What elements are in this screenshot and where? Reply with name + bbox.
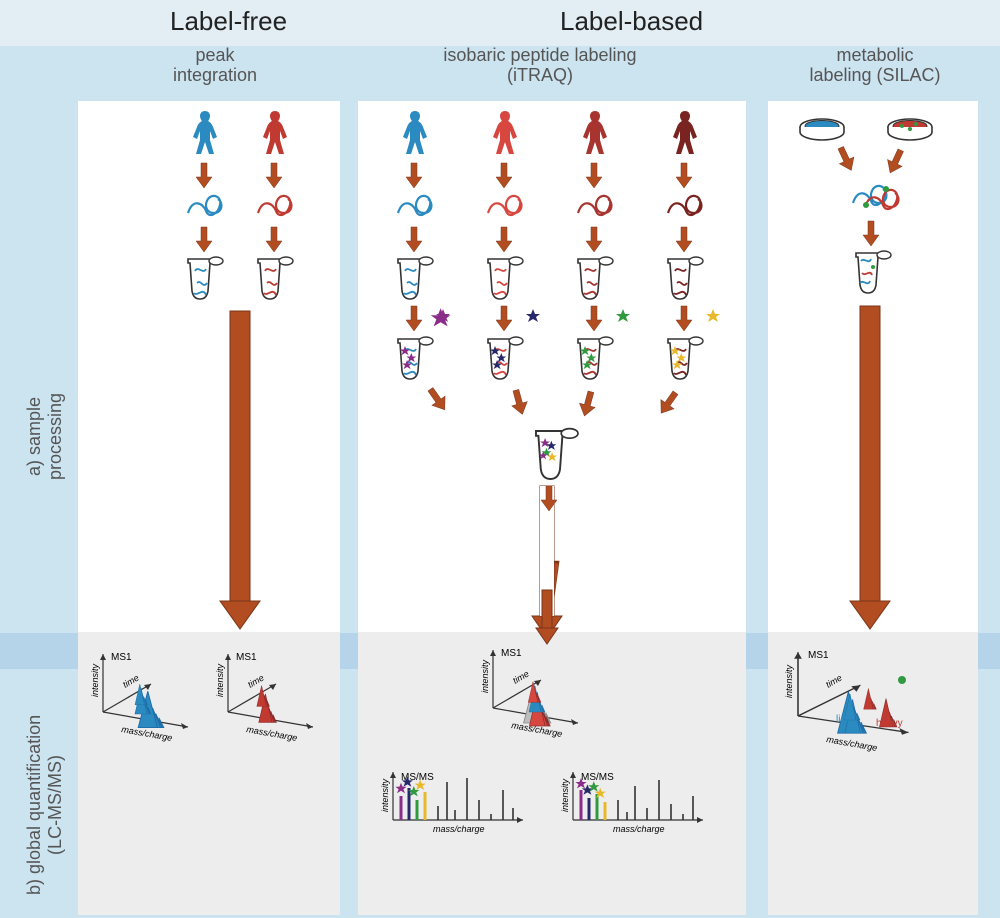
arrow-icon [266, 163, 282, 188]
arrow-icon [586, 163, 602, 188]
star-icon [526, 309, 540, 322]
subheader-col2: isobaric peptide labeling(iTRAQ) [370, 46, 710, 86]
ms1-plot-overlay: MS1 intensity time mass/charge [480, 648, 578, 739]
protein-icon [188, 196, 221, 215]
star-icon [706, 309, 720, 322]
tube-icon [668, 257, 703, 299]
tube-icon [188, 257, 223, 299]
person-icon [403, 111, 427, 154]
tube-icon [488, 257, 523, 299]
tube-labeled-icon [668, 337, 703, 379]
protein-icon [578, 196, 611, 215]
person-icon [263, 111, 287, 154]
arrow-icon [883, 147, 908, 176]
arrow-icon [496, 163, 512, 188]
arrow-icon [406, 163, 422, 188]
heavy-dot-icon [898, 676, 906, 684]
title-label-based: Label-based [560, 6, 703, 37]
col3-ms1-plot: MS1 intensity time mass/charge light hea… [768, 640, 978, 800]
axis-mz: mass/charge [246, 724, 298, 743]
arrow-icon [508, 388, 530, 416]
col2-workflow [358, 101, 746, 662]
protein-icon [668, 196, 701, 215]
arrow-icon [196, 163, 212, 188]
axis-intensity: intensity [90, 663, 100, 697]
arrow-icon [496, 306, 512, 331]
long-arrow-icon [850, 306, 890, 629]
heavy-label: heavy [876, 718, 903, 729]
subheader-col1: peakintegration [130, 46, 300, 86]
protein-icon [398, 196, 431, 215]
arrow-icon [676, 306, 692, 331]
ms1-label: MS1 [808, 650, 829, 661]
axis-intensity: intensity [784, 664, 794, 698]
arrow-icon [424, 385, 451, 415]
arrow-icon [676, 163, 692, 188]
star-icon [616, 309, 630, 322]
arrow-icon [196, 227, 212, 252]
dish-icon [800, 119, 844, 140]
person-icon [673, 111, 697, 154]
person-icon [193, 111, 217, 154]
title-label-free: Label-free [170, 6, 287, 37]
tube-labeled-icon [398, 337, 433, 379]
arrow-icon [655, 388, 682, 418]
axis-time: time [824, 673, 844, 690]
ms1-plot-blue: MS1 intensity time mass/charge [90, 652, 188, 743]
dish-icon [888, 119, 932, 140]
axis-intensity: intensity [560, 778, 570, 812]
arrow-icon [586, 227, 602, 252]
axis-mz: mass/charge [613, 824, 665, 834]
msms-plot-1: MS/MS intensity mass/charge [380, 772, 523, 834]
arrow-icon [863, 221, 879, 246]
axis-intensity: intensity [480, 659, 490, 693]
tube-icon [578, 257, 613, 299]
long-arrow-icon [220, 311, 260, 629]
arrow-icon [586, 306, 602, 331]
msms-label: MS/MS [581, 772, 614, 783]
msms-plot-2: MS/MS intensity mass/charge [560, 772, 703, 834]
axis-time: time [121, 673, 141, 690]
arrow-icon [406, 306, 422, 331]
subheader-col3: metaboliclabeling (SILAC) [780, 46, 970, 86]
pooled-tube-icon [536, 429, 578, 479]
tube-icon [398, 257, 433, 299]
arrow-icon [266, 227, 282, 252]
arrow-icon [406, 227, 422, 252]
ms1-plot-red: MS1 intensity time mass/charge [215, 652, 313, 743]
col1-ms1-plots: MS1 intensity time mass/charge MS1 inten… [78, 640, 340, 800]
tube-labeled-icon [488, 337, 523, 379]
person-icon [493, 111, 517, 154]
axis-mz: mass/charge [826, 734, 878, 753]
tube-icon [258, 257, 293, 299]
col1-workflow [78, 101, 340, 632]
ms1-label: MS1 [236, 652, 257, 663]
axis-intensity: intensity [380, 778, 390, 812]
arrow-icon [577, 390, 599, 418]
tube-mixed-icon [856, 251, 891, 293]
rowlabel-a: a) sampleprocessing [24, 393, 66, 480]
protein-icon [258, 196, 291, 215]
axis-intensity: intensity [215, 663, 225, 697]
arrow-icon [676, 227, 692, 252]
protein-mixed-icon [853, 186, 898, 209]
protein-icon [488, 196, 521, 215]
person-icon [583, 111, 607, 154]
header-band [0, 0, 1000, 46]
tube-labeled-icon [578, 337, 613, 379]
ms1-label: MS1 [501, 648, 522, 659]
light-label: light [836, 714, 855, 725]
arrow-icon [496, 227, 512, 252]
ms1-label: MS1 [111, 652, 132, 663]
axis-time: time [511, 669, 531, 686]
col3-workflow [768, 101, 978, 632]
axis-mz: mass/charge [433, 824, 485, 834]
axis-time: time [246, 673, 266, 690]
col2-msplots: MS1 intensity time mass/charge MS/MS int… [358, 640, 746, 915]
rowlabel-b: b) global quantification(LC-MS/MS) [24, 715, 66, 895]
arrow-icon [833, 144, 858, 173]
proteomics-workflow-diagram: Label-free Label-based peakintegration i… [0, 0, 1000, 918]
